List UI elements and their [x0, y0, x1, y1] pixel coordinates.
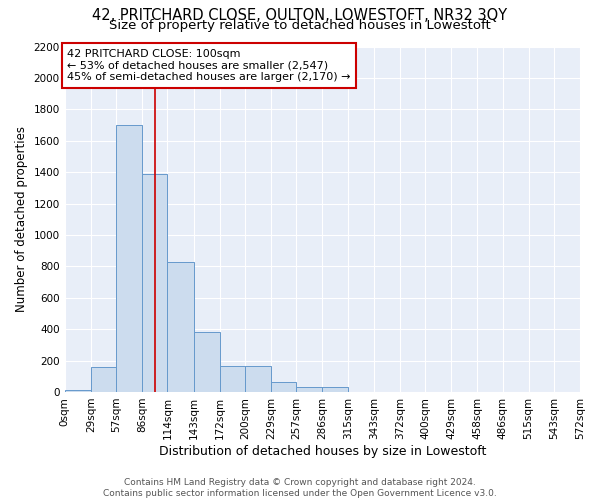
Bar	[296, 387, 322, 392]
Bar	[167, 262, 193, 392]
Y-axis label: Number of detached properties: Number of detached properties	[15, 126, 28, 312]
Bar	[271, 382, 296, 392]
Text: 42, PRITCHARD CLOSE, OULTON, LOWESTOFT, NR32 3QY: 42, PRITCHARD CLOSE, OULTON, LOWESTOFT, …	[92, 8, 508, 22]
Bar	[322, 387, 349, 392]
Text: Size of property relative to detached houses in Lowestoft: Size of property relative to detached ho…	[109, 18, 491, 32]
Bar	[193, 332, 220, 392]
Text: 42 PRITCHARD CLOSE: 100sqm
← 53% of detached houses are smaller (2,547)
45% of s: 42 PRITCHARD CLOSE: 100sqm ← 53% of deta…	[67, 49, 351, 82]
Bar	[220, 366, 245, 392]
Bar	[91, 367, 116, 392]
Bar	[65, 390, 91, 392]
Bar	[245, 366, 271, 392]
Bar	[142, 174, 167, 392]
Bar	[116, 125, 142, 392]
Text: Contains HM Land Registry data © Crown copyright and database right 2024.
Contai: Contains HM Land Registry data © Crown c…	[103, 478, 497, 498]
X-axis label: Distribution of detached houses by size in Lowestoft: Distribution of detached houses by size …	[158, 444, 486, 458]
